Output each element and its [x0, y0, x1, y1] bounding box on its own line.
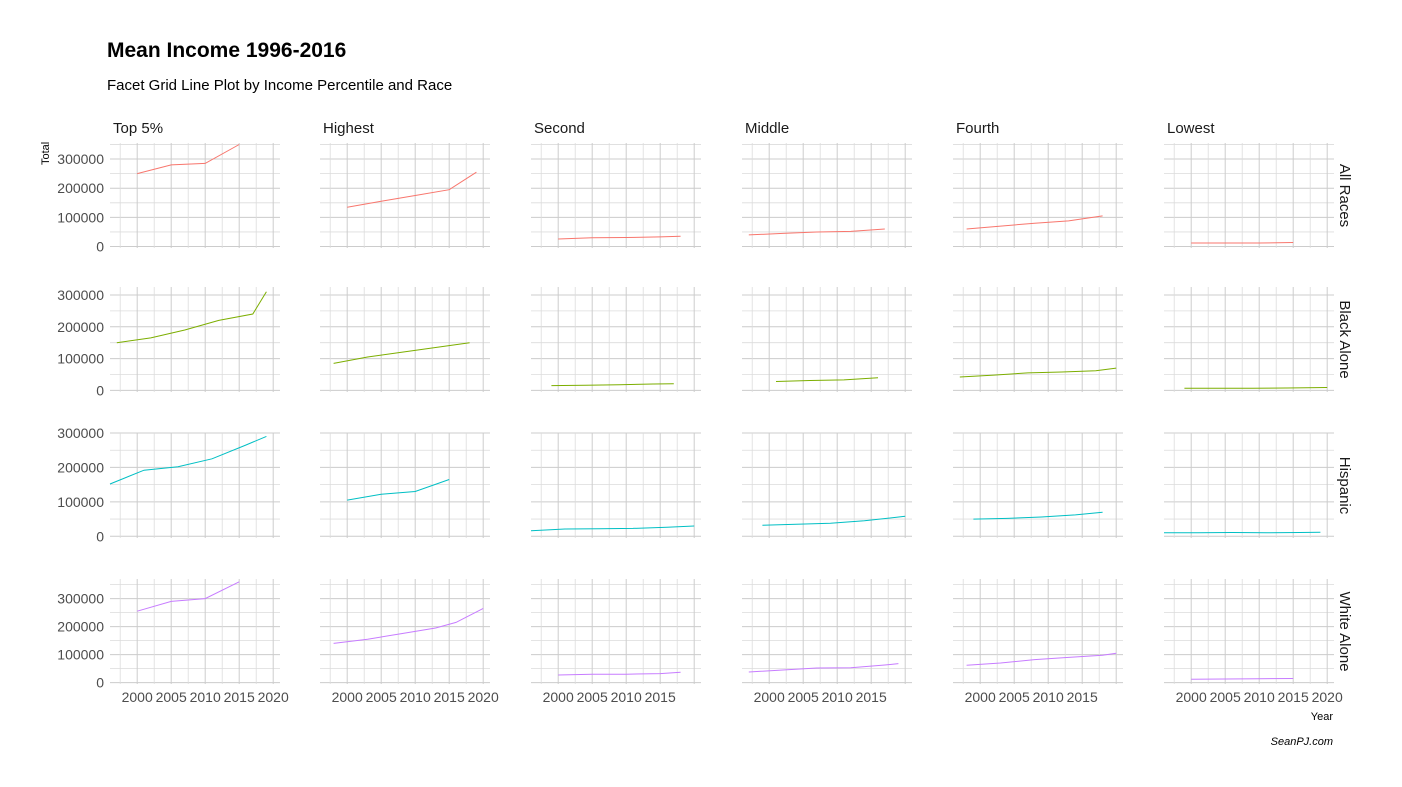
x-tick-label: 2005	[156, 689, 187, 705]
y-tick-label: 0	[96, 675, 104, 691]
x-tick-label: 2000	[543, 689, 574, 705]
row-label-0: All Races	[1336, 164, 1353, 227]
series-line-0-0	[137, 144, 240, 175]
x-tick-label: 2005	[366, 689, 397, 705]
x-tick-label: 2015	[1278, 689, 1309, 705]
caption: SeanPJ.com	[1271, 736, 1333, 748]
series-line-2-4	[973, 511, 1103, 520]
series-line-0-3	[748, 228, 885, 236]
column-label-0: Top 5%	[113, 120, 163, 137]
x-tick-label: 2000	[754, 689, 785, 705]
y-tick-label: 200000	[57, 459, 104, 475]
series-line-0-5	[1191, 242, 1294, 244]
series-line-3-5	[1191, 678, 1294, 680]
x-tick-label: 2015	[434, 689, 465, 705]
series-line-2-5	[1163, 531, 1321, 534]
chart-title: Mean Income 1996-2016	[107, 39, 346, 62]
x-tick-label: 2000	[122, 689, 153, 705]
y-tick-label: 100000	[57, 351, 104, 367]
x-tick-label: 2020	[258, 689, 289, 705]
series-line-1-0	[116, 291, 267, 344]
x-tick-label: 2005	[577, 689, 608, 705]
x-tick-label: 2005	[788, 689, 819, 705]
series-line-3-2	[558, 671, 681, 676]
x-tick-label: 2000	[332, 689, 363, 705]
column-label-1: Highest	[323, 120, 375, 137]
series-line-0-4	[966, 215, 1103, 230]
series-line-0-1	[347, 171, 477, 208]
x-tick-label: 2015	[645, 689, 676, 705]
x-tick-label: 2005	[1210, 689, 1241, 705]
y-tick-label: 100000	[57, 494, 104, 510]
series-line-3-3	[748, 663, 899, 673]
x-tick-label: 2010	[611, 689, 642, 705]
x-tick-label: 2005	[999, 689, 1030, 705]
x-tick-label: 2010	[1244, 689, 1275, 705]
x-tick-label: 2010	[190, 689, 221, 705]
x-axis-label: Year	[1311, 711, 1334, 723]
series-line-0-2	[558, 235, 681, 240]
y-tick-label: 300000	[57, 591, 104, 607]
series-line-1-3	[775, 377, 879, 382]
y-tick-label: 0	[96, 382, 104, 398]
y-tick-label: 100000	[57, 647, 104, 663]
x-tick-label: 2015	[224, 689, 255, 705]
y-tick-label: 200000	[57, 619, 104, 635]
y-tick-label: 300000	[57, 151, 104, 167]
y-axis-label: Total	[40, 142, 52, 165]
x-tick-label: 2015	[856, 689, 887, 705]
series-line-3-1	[333, 607, 484, 644]
y-tick-label: 200000	[57, 319, 104, 335]
x-tick-label: 2000	[965, 689, 996, 705]
column-label-4: Fourth	[956, 120, 999, 137]
row-label-3: White Alone	[1336, 591, 1353, 671]
y-tick-label: 100000	[57, 209, 104, 225]
series-line-3-4	[966, 652, 1117, 666]
y-tick-label: 0	[96, 239, 104, 255]
x-tick-label: 2010	[400, 689, 431, 705]
series-line-1-5	[1184, 387, 1328, 389]
column-label-3: Middle	[745, 120, 789, 137]
y-tick-label: 300000	[57, 425, 104, 441]
series-line-2-3	[762, 515, 906, 526]
series-line-2-1	[347, 479, 450, 501]
column-label-2: Second	[534, 120, 585, 137]
x-tick-label: 2010	[1033, 689, 1064, 705]
x-tick-label: 2015	[1067, 689, 1098, 705]
row-label-1: Black Alone	[1336, 300, 1353, 378]
series-line-1-2	[551, 383, 674, 387]
x-tick-label: 2000	[1176, 689, 1207, 705]
chart-subtitle: Facet Grid Line Plot by Income Percentil…	[107, 77, 452, 94]
panel-grid: Top 5% Highest Second Middle Fourth Lowest All…	[57, 120, 1353, 705]
y-tick-label: 0	[96, 528, 104, 544]
series-line-2-2	[530, 525, 695, 532]
x-tick-label: 2020	[1312, 689, 1343, 705]
series-line-2-0	[109, 435, 267, 485]
column-label-5: Lowest	[1167, 120, 1215, 137]
y-tick-label: 300000	[57, 287, 104, 303]
y-tick-label: 200000	[57, 180, 104, 196]
x-tick-label: 2020	[468, 689, 499, 705]
x-tick-label: 2010	[822, 689, 853, 705]
series-line-1-1	[333, 342, 470, 364]
series-line-1-4	[959, 367, 1117, 378]
row-label-2: Hispanic	[1336, 457, 1353, 515]
series-line-3-0	[137, 581, 240, 612]
